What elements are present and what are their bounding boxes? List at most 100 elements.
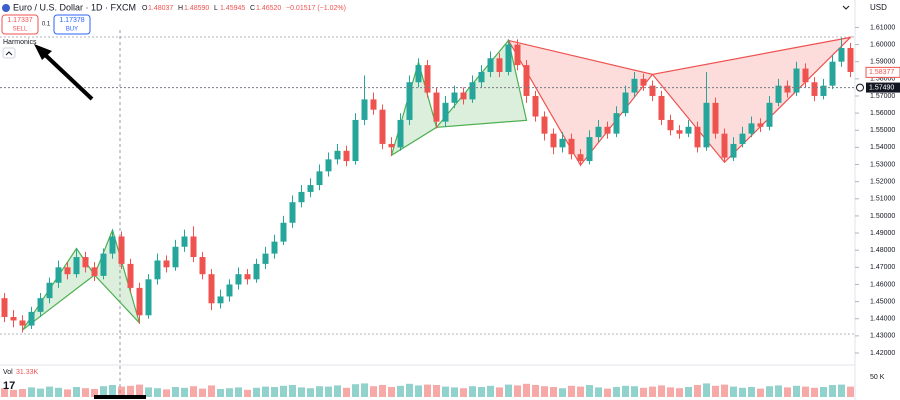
legend-key: L bbox=[214, 5, 218, 12]
candle-body bbox=[667, 119, 674, 131]
candle-body bbox=[451, 92, 458, 103]
volume-bar bbox=[757, 388, 764, 397]
volume-bar bbox=[244, 389, 251, 397]
dropdown-icon[interactable] bbox=[842, 5, 850, 10]
candle-body bbox=[460, 92, 467, 100]
volume-bar bbox=[1, 388, 8, 397]
y-tick-label: 1.61000 bbox=[870, 24, 895, 31]
candle-body bbox=[694, 126, 701, 148]
volume-bar bbox=[370, 386, 377, 397]
candle-body bbox=[226, 284, 233, 297]
candle-body bbox=[46, 282, 53, 299]
volume-bar bbox=[442, 386, 449, 397]
volume-bar bbox=[55, 387, 62, 397]
candle-body bbox=[352, 119, 359, 162]
volume-bar bbox=[109, 385, 116, 397]
volume-bar bbox=[127, 385, 134, 397]
candle-body bbox=[244, 274, 251, 280]
candle-body bbox=[271, 241, 278, 254]
y-tick-label: 1.49000 bbox=[870, 230, 895, 237]
candle-body bbox=[361, 99, 368, 120]
volume-bar bbox=[100, 386, 107, 397]
candle-body bbox=[640, 78, 647, 86]
candle-body bbox=[334, 150, 341, 160]
volume-bar bbox=[154, 388, 161, 397]
y-tick-label: 1.47000 bbox=[870, 264, 895, 271]
volume-bar bbox=[613, 387, 620, 397]
candle-body bbox=[316, 171, 323, 186]
symbol-icon bbox=[2, 4, 10, 12]
sell-button[interactable] bbox=[1, 14, 39, 35]
y-tick-label: 1.50000 bbox=[870, 213, 895, 220]
volume-bar bbox=[289, 385, 296, 397]
volume-bar bbox=[478, 387, 485, 397]
y-tick-label: 1.60000 bbox=[870, 41, 895, 48]
volume-bar bbox=[811, 387, 818, 397]
candle-body bbox=[775, 85, 782, 103]
marker-price-tag bbox=[865, 66, 900, 78]
last-price-tag bbox=[866, 82, 900, 93]
candle-body bbox=[595, 126, 602, 138]
candle-body bbox=[478, 71, 485, 83]
candle-body bbox=[658, 95, 665, 120]
underline-bar bbox=[94, 395, 146, 399]
volume-bar bbox=[712, 385, 719, 397]
y-tick-label: 1.44000 bbox=[870, 316, 895, 323]
volume-bar bbox=[649, 386, 656, 397]
marker-price-label: 1.58377 bbox=[869, 69, 894, 76]
candle-body bbox=[793, 68, 800, 93]
volume-bar bbox=[406, 383, 413, 397]
volume-bar bbox=[829, 385, 836, 397]
volume-bar bbox=[352, 384, 359, 397]
volume-bar bbox=[667, 387, 674, 397]
volume-bar bbox=[424, 384, 431, 397]
volume-bar bbox=[577, 386, 584, 397]
legend-change: −0.01517 (−1.02%) bbox=[286, 5, 346, 12]
volume-bar bbox=[172, 387, 179, 397]
collapse-button[interactable] bbox=[2, 47, 16, 59]
candle-body bbox=[757, 123, 764, 127]
candle-body bbox=[838, 47, 845, 62]
volume-bar bbox=[73, 387, 80, 397]
candle-body bbox=[559, 138, 566, 148]
volume-bar bbox=[19, 389, 26, 397]
candle-body bbox=[766, 102, 773, 127]
candle-body bbox=[37, 298, 44, 312]
candle-body bbox=[172, 246, 179, 268]
candle-body bbox=[622, 92, 629, 114]
candle-body bbox=[676, 130, 683, 134]
candle-body bbox=[748, 123, 755, 134]
volume-bar bbox=[784, 387, 791, 397]
y-tick-label: 1.43000 bbox=[870, 333, 895, 340]
candle-body bbox=[19, 320, 26, 326]
y-tick-label: 1.51000 bbox=[870, 196, 895, 203]
volume-label: Vol bbox=[3, 369, 13, 376]
volume-bar bbox=[118, 386, 125, 397]
candle-body bbox=[379, 109, 386, 144]
candle-body bbox=[703, 102, 710, 148]
volume-bar bbox=[694, 385, 701, 397]
candle-body bbox=[505, 44, 512, 72]
buy-button[interactable] bbox=[53, 14, 91, 35]
candle-body bbox=[496, 58, 503, 72]
y-tick-label: 1.54000 bbox=[870, 144, 895, 151]
y-tick-label: 1.42000 bbox=[870, 350, 895, 357]
volume-bar bbox=[379, 385, 386, 397]
buy-label: BUY bbox=[66, 27, 78, 33]
legend-key: C bbox=[250, 5, 255, 12]
candle-body bbox=[424, 65, 431, 93]
candle-body bbox=[523, 65, 530, 96]
volume-bar bbox=[316, 386, 323, 397]
volume-bar bbox=[199, 388, 206, 397]
volume-bar bbox=[253, 387, 260, 397]
candle-body bbox=[154, 260, 161, 280]
candle-body bbox=[307, 185, 314, 192]
arrow-shaft bbox=[38, 48, 94, 101]
legend-value: 1.45945 bbox=[220, 5, 245, 12]
candle-body bbox=[739, 133, 746, 144]
volume-bar bbox=[388, 387, 395, 397]
candle-body bbox=[118, 236, 125, 264]
candle-body bbox=[487, 58, 494, 72]
volume-bar bbox=[469, 386, 476, 397]
